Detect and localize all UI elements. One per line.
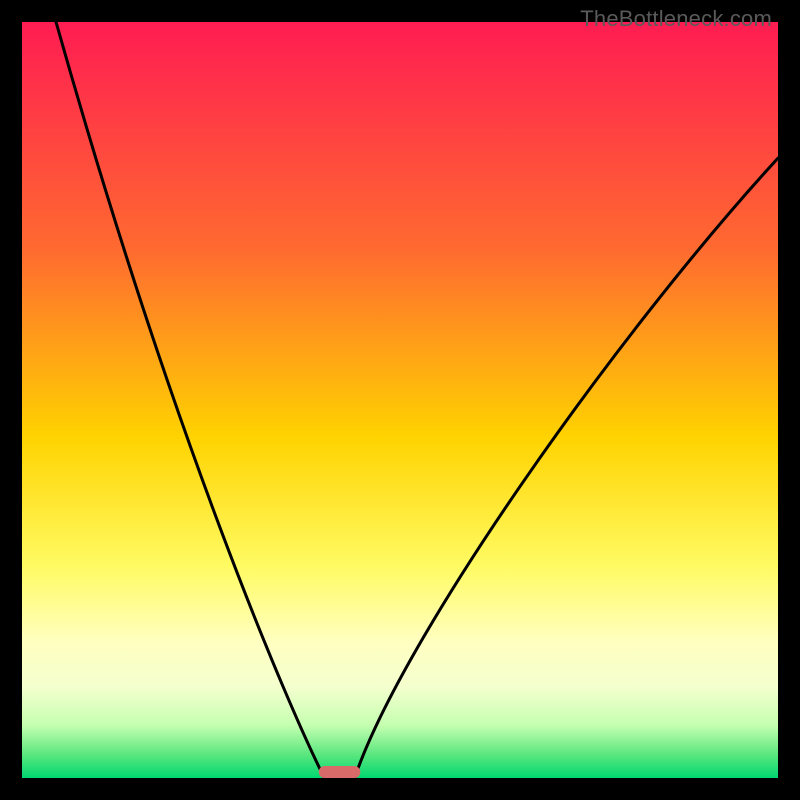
chart-svg bbox=[0, 0, 800, 800]
gradient-background bbox=[22, 22, 778, 778]
dip-marker bbox=[319, 766, 361, 778]
watermark-text: TheBottleneck.com bbox=[580, 6, 772, 32]
